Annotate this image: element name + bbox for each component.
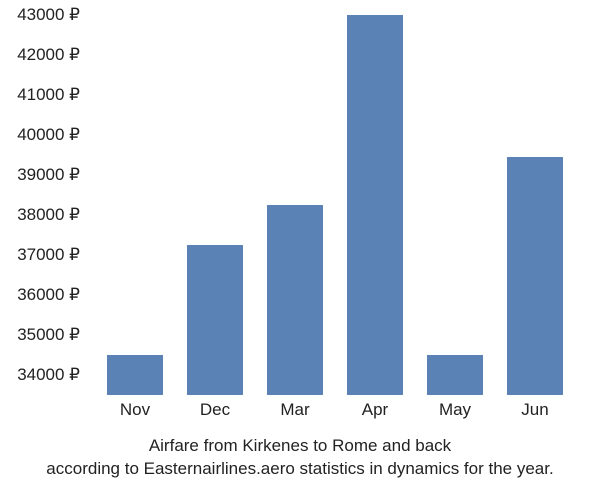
bar: [507, 157, 563, 395]
x-tick-label: Dec: [200, 400, 230, 420]
y-tick-label: 39000 ₽: [17, 165, 80, 185]
y-tick-label: 34000 ₽: [17, 365, 80, 385]
bar: [267, 205, 323, 395]
y-tick-label: 43000 ₽: [17, 5, 80, 25]
y-tick-label: 36000 ₽: [17, 285, 80, 305]
y-tick-label: 38000 ₽: [17, 205, 80, 225]
x-tick-label: Mar: [280, 400, 309, 420]
bar: [187, 245, 243, 395]
chart-container: 34000 ₽ 35000 ₽ 36000 ₽ 37000 ₽ 38000 ₽ 39000…: [0, 0, 600, 500]
bar: [347, 15, 403, 395]
caption-line-1: Airfare from Kirkenes to Rome and back: [149, 436, 451, 455]
plot-area: [95, 15, 575, 395]
bar: [107, 355, 163, 395]
caption-line-2: according to Easternairlines.aero statis…: [46, 459, 553, 478]
bar: [427, 355, 483, 395]
y-tick-label: 37000 ₽: [17, 245, 80, 265]
x-tick-label: Jun: [521, 400, 548, 420]
x-tick-label: Apr: [362, 400, 388, 420]
y-axis: 34000 ₽ 35000 ₽ 36000 ₽ 37000 ₽ 38000 ₽ 39000…: [0, 15, 88, 395]
y-tick-label: 41000 ₽: [17, 85, 80, 105]
x-tick-label: May: [439, 400, 471, 420]
x-axis: Nov Dec Mar Apr May Jun: [95, 400, 575, 425]
y-tick-label: 42000 ₽: [17, 45, 80, 65]
y-tick-label: 40000 ₽: [17, 125, 80, 145]
x-tick-label: Nov: [120, 400, 150, 420]
chart-caption: Airfare from Kirkenes to Rome and back a…: [0, 435, 600, 481]
y-tick-label: 35000 ₽: [17, 325, 80, 345]
